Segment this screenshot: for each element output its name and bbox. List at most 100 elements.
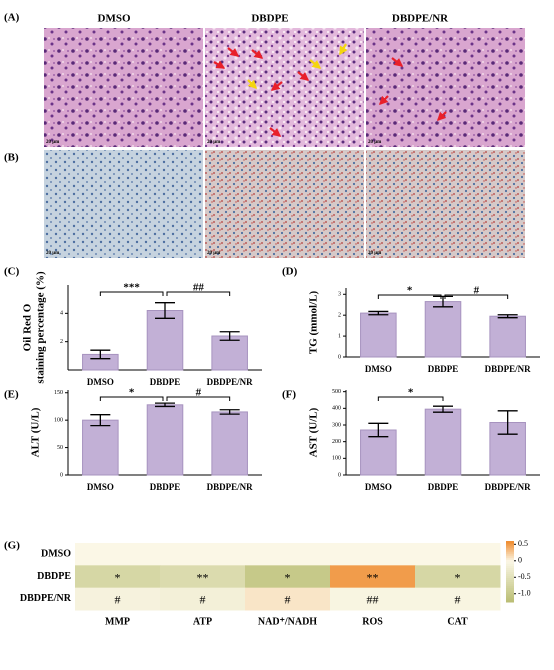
y-tick-label: 100 xyxy=(54,418,63,424)
panel-label: (D) xyxy=(282,266,298,278)
colorbar-step xyxy=(506,577,514,581)
y-tick-label: 200 xyxy=(332,439,341,445)
heat-cell xyxy=(415,587,501,611)
colorbar-step xyxy=(506,579,514,583)
error-bar xyxy=(219,409,240,415)
significance-bracket xyxy=(166,396,231,401)
significance-label: *** xyxy=(123,282,140,294)
colorbar-step xyxy=(506,595,514,599)
heat-cell xyxy=(245,565,331,589)
colorbar-tick-label: 0 xyxy=(518,556,522,565)
bar xyxy=(424,408,462,476)
significance-bracket xyxy=(377,294,442,299)
x-tick-label: DBDPE xyxy=(428,482,459,492)
x-tick-label: DBDPE xyxy=(428,364,459,374)
panel-label: (C) xyxy=(4,266,20,278)
x-tick-label: DMSO xyxy=(87,482,114,492)
error-bar xyxy=(497,314,518,319)
cell-annotation: ## xyxy=(367,593,379,607)
heat-cell xyxy=(330,543,416,566)
colorbar-step xyxy=(506,569,514,572)
panel-label: (B) xyxy=(4,152,19,164)
scale-label: 20 μm xyxy=(46,140,60,145)
micrograph xyxy=(44,150,203,258)
significance-bracket xyxy=(377,396,444,401)
cell-annotation: ** xyxy=(197,570,209,584)
bar xyxy=(211,335,248,371)
colorbar-step xyxy=(506,561,514,564)
colorbar-step xyxy=(506,581,514,585)
heat-cell xyxy=(160,543,246,566)
column-header: DBDPE/NR xyxy=(392,13,449,25)
bar xyxy=(360,429,397,476)
scale-label: 20 μm xyxy=(368,251,382,256)
error-bar xyxy=(155,402,175,408)
heat-cell xyxy=(160,565,246,589)
cell-annotation: # xyxy=(115,593,121,607)
colorbar-step xyxy=(506,543,514,546)
error-bar xyxy=(90,349,111,360)
scale-label: 20 μm xyxy=(207,251,221,256)
column-header: DMSO xyxy=(98,13,131,25)
bar xyxy=(360,312,397,358)
error-bar xyxy=(155,302,175,319)
column-label: CAT xyxy=(447,616,468,627)
y-tick-label: 400 xyxy=(332,406,341,412)
colorbar-step xyxy=(506,553,514,556)
y-axis-label: Oil Red O xyxy=(22,303,34,351)
micrograph xyxy=(366,150,525,258)
error-bar xyxy=(368,310,389,316)
error-bar xyxy=(368,422,389,438)
colorbar-tick-label: -1.0 xyxy=(518,589,531,598)
colorbar-step xyxy=(506,555,514,558)
cell-annotation: * xyxy=(115,570,121,584)
colorbar-tick-label: 0.5 xyxy=(518,539,528,548)
cell-annotation: * xyxy=(455,570,461,584)
x-tick-label: DBDPE/NR xyxy=(207,377,254,387)
significance-bracket xyxy=(444,294,509,299)
cell-annotation: # xyxy=(285,593,291,607)
y-tick-label: 0 xyxy=(338,354,341,360)
colorbar-step xyxy=(506,551,514,554)
x-tick-label: DBDPE xyxy=(150,482,181,492)
cell-annotation: * xyxy=(285,570,291,584)
significance-bracket xyxy=(166,291,231,296)
x-tick-label: DMSO xyxy=(365,364,392,374)
colorbar-step xyxy=(506,571,514,575)
column-label: ATP xyxy=(193,616,212,627)
y-tick-label: 4 xyxy=(60,311,63,317)
error-bar xyxy=(497,410,518,435)
heat-cell xyxy=(330,587,416,611)
significance-label: * xyxy=(407,285,413,297)
heat-cell xyxy=(330,565,416,589)
y-tick-label: 2 xyxy=(60,339,63,345)
colorbar-step xyxy=(506,549,514,552)
row-label: DBDPE/NR xyxy=(20,593,72,604)
bar xyxy=(424,301,462,358)
heat-cell xyxy=(75,587,161,611)
y-axis-label: AST (U/L) xyxy=(308,407,320,457)
colorbar-step xyxy=(506,597,514,601)
colorbar-step xyxy=(506,545,514,548)
x-tick-label: DMSO xyxy=(87,377,114,387)
cell-annotation: # xyxy=(200,593,206,607)
y-tick-label: 3 xyxy=(338,292,341,298)
heat-cell xyxy=(245,543,331,566)
significance-label: * xyxy=(408,387,414,399)
column-label: NAD⁺/NADH xyxy=(258,616,317,627)
colorbar-step xyxy=(506,599,514,603)
heat-cell xyxy=(415,565,501,589)
colorbar-step xyxy=(506,565,514,568)
y-tick-label: 0 xyxy=(60,472,63,478)
colorbar-step xyxy=(506,559,514,562)
micrograph xyxy=(44,28,203,147)
colorbar-step xyxy=(506,593,514,597)
significance-label: # xyxy=(474,285,480,297)
colorbar-step xyxy=(506,589,514,593)
colorbar-step xyxy=(506,541,514,544)
panel-label: (G) xyxy=(4,540,20,552)
colorbar-step xyxy=(506,591,514,595)
row-label: DMSO xyxy=(41,548,71,559)
y-tick-label: 300 xyxy=(332,422,341,428)
